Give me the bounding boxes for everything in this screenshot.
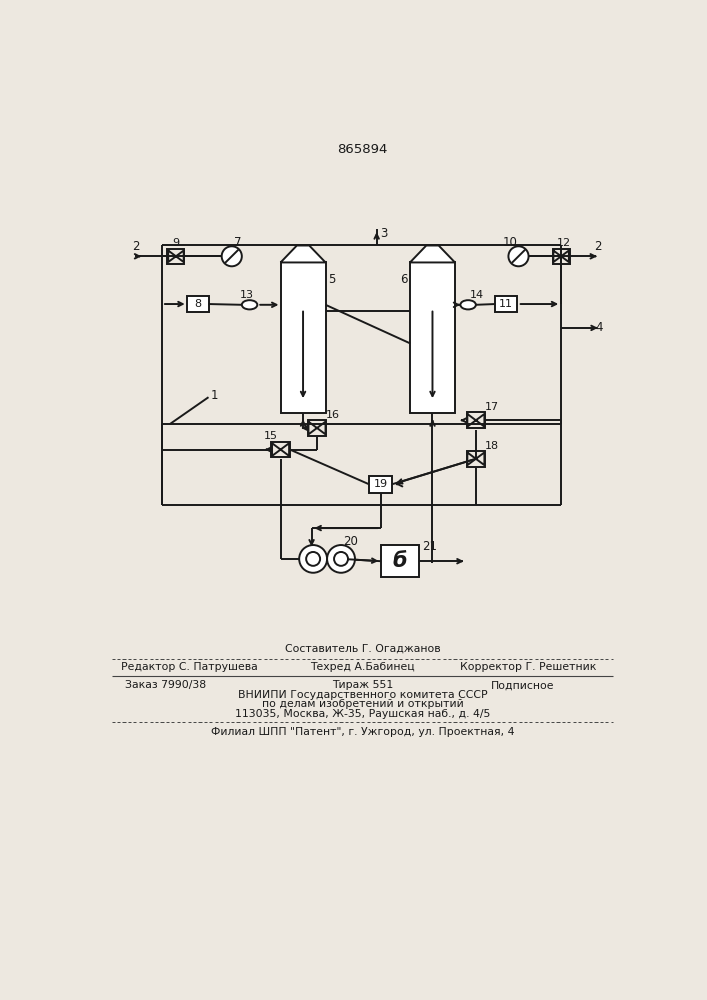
Bar [410, 262, 455, 413]
Text: 7: 7 [234, 236, 242, 249]
Text: 9: 9 [172, 238, 179, 248]
Text: 6: 6 [400, 273, 407, 286]
Bar [381, 545, 419, 577]
Text: Подписное: Подписное [491, 680, 554, 690]
Text: 2: 2 [595, 240, 602, 253]
Text: ВНИИПИ Государственного комитета СССР: ВНИИПИ Государственного комитета СССР [238, 690, 488, 700]
Text: 18: 18 [485, 441, 499, 451]
Text: Заказ 7990/38: Заказ 7990/38 [125, 680, 206, 690]
Circle shape [327, 545, 355, 573]
Text: 5: 5 [328, 273, 335, 286]
Text: Тираж 551: Тираж 551 [332, 680, 393, 690]
Text: 21: 21 [421, 540, 437, 553]
Bar [467, 451, 485, 467]
Circle shape [222, 246, 242, 266]
Text: 8: 8 [194, 299, 201, 309]
Text: Филиал ШПП "Патент", г. Ужгород, ул. Проектная, 4: Филиал ШПП "Патент", г. Ужгород, ул. Про… [211, 727, 515, 737]
Text: 865894: 865894 [337, 143, 388, 156]
Text: 4: 4 [595, 321, 603, 334]
Text: 17: 17 [485, 402, 499, 412]
Bar [187, 296, 209, 312]
Bar [369, 476, 392, 493]
Polygon shape [281, 246, 325, 262]
Text: по делам изобретений и открытий: по делам изобретений и открытий [262, 699, 464, 709]
Ellipse shape [242, 300, 257, 309]
Text: 1: 1 [211, 389, 218, 402]
Text: 20: 20 [344, 535, 358, 548]
Text: 15: 15 [264, 431, 278, 441]
Circle shape [334, 552, 348, 566]
Text: 19: 19 [373, 479, 387, 489]
Text: 11: 11 [499, 299, 513, 309]
Bar [553, 249, 570, 264]
Text: 14: 14 [469, 290, 484, 300]
Circle shape [508, 246, 529, 266]
Text: 12: 12 [557, 238, 571, 248]
Text: Техред А.Бабинец: Техред А.Бабинец [310, 662, 415, 672]
Text: Составитель Г. Огаджанов: Составитель Г. Огаджанов [285, 643, 440, 653]
Circle shape [306, 552, 320, 566]
Text: б: б [392, 551, 407, 571]
Bar [495, 296, 517, 312]
Text: 16: 16 [327, 410, 340, 420]
Text: 10: 10 [503, 236, 518, 249]
Bar [467, 412, 485, 428]
Text: 113035, Москва, Ж-35, Раушская наб., д. 4/5: 113035, Москва, Ж-35, Раушская наб., д. … [235, 709, 491, 719]
Circle shape [299, 545, 327, 573]
Bar [308, 420, 327, 436]
Polygon shape [410, 246, 455, 262]
Text: Корректор Г. Решетник: Корректор Г. Решетник [460, 662, 596, 672]
Text: 3: 3 [380, 227, 387, 240]
Text: 2: 2 [132, 240, 140, 253]
Text: Редактор С. Патрушева: Редактор С. Патрушева [121, 662, 257, 672]
Bar [168, 249, 185, 264]
Bar [271, 442, 290, 457]
Text: 13: 13 [240, 290, 255, 300]
Bar [281, 262, 325, 413]
Ellipse shape [460, 300, 476, 309]
